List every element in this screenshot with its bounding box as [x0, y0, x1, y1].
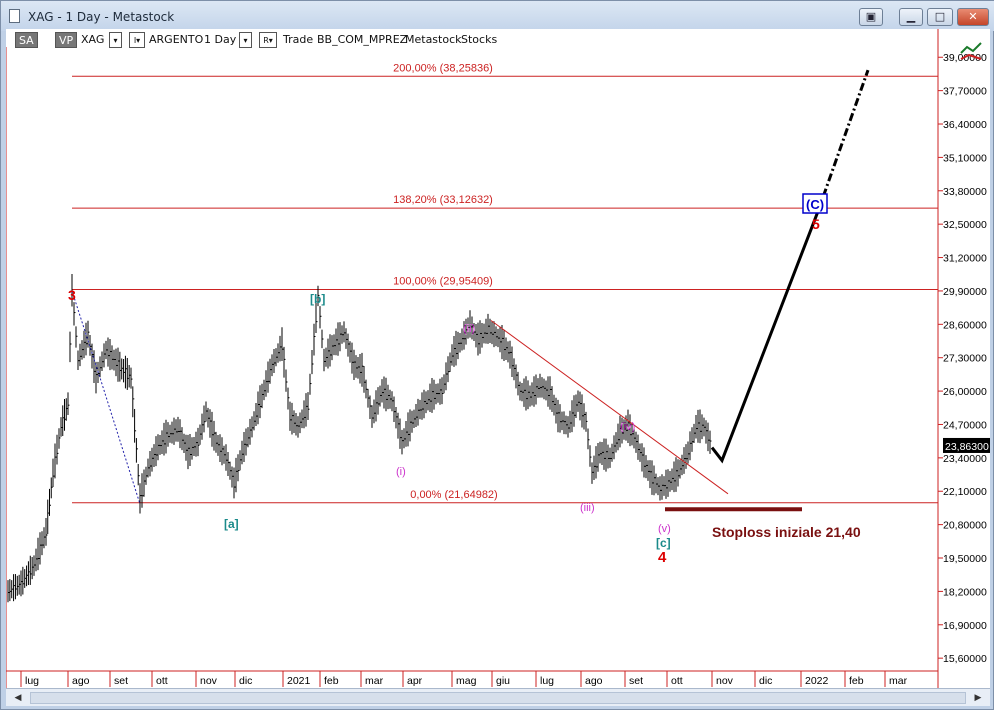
- fib-level-label: 100,00% (29,95409): [393, 276, 493, 288]
- wave-dashed-line: [71, 290, 141, 505]
- y-tick-label: 36,40000: [943, 119, 987, 131]
- y-tick-label: 24,70000: [943, 419, 987, 431]
- wave-label-ii: (ii): [463, 323, 475, 335]
- chart-tools-icon-lower: [960, 53, 982, 60]
- fib-level-label: 0,00% (21,64982): [410, 489, 497, 501]
- x-tick-label: feb: [324, 675, 339, 687]
- indicator-dropdown[interactable]: I▾: [129, 32, 145, 48]
- wave-label-5: 5: [812, 216, 820, 232]
- wave-label-3: 3: [68, 287, 76, 303]
- x-tick-label: set: [114, 675, 128, 687]
- y-tick-label: 35,10000: [943, 152, 987, 164]
- trade-label: Trade: [283, 33, 314, 46]
- category-label: Stocks: [461, 33, 498, 46]
- y-tick-label: 16,90000: [943, 620, 987, 632]
- x-tick-label: ott: [156, 675, 168, 687]
- sa-button[interactable]: SA: [15, 32, 38, 48]
- stoploss-label: Stoploss iniziale 21,40: [712, 524, 861, 540]
- chart-toolbar: SA VP XAG ▾ I▾ ARGENTO 1 Day ▾ R▾ Trade …: [7, 31, 937, 49]
- x-tick-label: nov: [716, 675, 734, 687]
- wave-label-a: [a]: [224, 517, 239, 531]
- wave-label-b: [b]: [310, 292, 325, 306]
- wave-label-4: 4: [658, 549, 667, 566]
- x-tick-label: nov: [200, 675, 218, 687]
- vp-button[interactable]: VP: [55, 32, 78, 48]
- last-price-marker: [943, 437, 990, 453]
- fib-level-label: 138,20% (33,12632): [393, 194, 493, 206]
- x-tick-label: lug: [25, 675, 39, 687]
- period-dropdown[interactable]: ▾: [239, 32, 252, 48]
- y-tick-label: 22,10000: [943, 486, 987, 498]
- x-tick-label: giu: [496, 675, 510, 687]
- last-price-label: 23,86300: [945, 441, 989, 453]
- y-tick-label: 18,20000: [943, 586, 987, 598]
- wave-label-iv: (iv): [620, 421, 635, 433]
- fib-level-label: 200,00% (38,25836): [393, 62, 493, 74]
- y-tick-label: 33,80000: [943, 186, 987, 198]
- x-tick-label: lug: [540, 675, 554, 687]
- scroll-left-arrow-icon[interactable]: ◀: [14, 693, 22, 703]
- chart-tools-icon[interactable]: [960, 42, 982, 54]
- y-tick-label: 37,70000: [943, 86, 987, 98]
- projection-line: [710, 210, 820, 464]
- y-tick-label: 29,90000: [943, 286, 987, 298]
- y-tick-label: 23,40000: [943, 453, 987, 465]
- r-dropdown[interactable]: R▾: [259, 32, 277, 48]
- wave-label-v: (v): [658, 523, 671, 535]
- x-tick-label: mag: [456, 675, 477, 687]
- scroll-right-arrow-icon[interactable]: ▶: [974, 693, 982, 703]
- x-tick-label: set: [629, 675, 643, 687]
- template-label: BB_COM_MPREZ: [317, 33, 408, 46]
- symbol-dropdown[interactable]: ▾: [109, 32, 122, 48]
- close-button[interactable]: ✕: [957, 8, 989, 26]
- minimize-button[interactable]: ▁: [899, 8, 923, 26]
- wave-label-iii: (iii): [580, 502, 595, 514]
- y-tick-label: 20,80000: [943, 520, 987, 532]
- wave-label-i: (i): [396, 466, 406, 478]
- x-tick-label: ott: [671, 675, 683, 687]
- x-tick-label: dic: [239, 675, 252, 687]
- y-tick-label: 28,60000: [943, 319, 987, 331]
- wave-label-C: (C): [806, 197, 824, 212]
- x-tick-label: mar: [889, 675, 908, 687]
- title-bar[interactable]: XAG - 1 Day - Metastock ▣ ▁ □ ✕: [1, 1, 994, 31]
- maximize-button[interactable]: □: [927, 8, 953, 26]
- price-chart[interactable]: 39,00000 37,70000 36,40000 35,10000 33,80000…: [5, 29, 990, 689]
- y-tick-label: 26,00000: [943, 386, 987, 398]
- y-tick-label: 27,30000: [943, 353, 987, 365]
- x-tick-label: mar: [365, 675, 384, 687]
- wave-label-C-box: [802, 193, 828, 214]
- horizontal-scrollbar[interactable]: ◀ ▶: [6, 688, 990, 706]
- x-tick-label: dic: [759, 675, 772, 687]
- restore-alt-button[interactable]: ▣: [859, 8, 883, 26]
- window-title: XAG - 1 Day - Metastock: [28, 10, 175, 24]
- x-tick-label: ago: [585, 675, 603, 687]
- x-tick-label: apr: [407, 675, 423, 687]
- period-label: 1 Day: [204, 33, 237, 46]
- y-tick-label: 19,50000: [943, 553, 987, 565]
- instrument-name: ARGENTO: [149, 33, 204, 46]
- y-tick-label: 32,50000: [943, 219, 987, 231]
- x-tick-label: 2022: [805, 675, 829, 687]
- chart-area[interactable]: 39,00000 37,70000 36,40000 35,10000 33,80000…: [5, 29, 990, 689]
- document-icon: [9, 9, 20, 23]
- x-tick-label: 2021: [287, 675, 311, 687]
- wave-label-c: [c]: [656, 536, 671, 550]
- x-tick-label: feb: [849, 675, 864, 687]
- x-tick-label: ago: [72, 675, 90, 687]
- trendline: [490, 320, 729, 495]
- y-tick-label: 31,20000: [943, 253, 987, 265]
- projection-dashed-line: [816, 69, 870, 212]
- y-tick-label: 39,00000: [943, 52, 987, 64]
- y-tick-label: 15,60000: [943, 653, 987, 665]
- source-label: Metastock: [405, 33, 462, 46]
- scroll-track[interactable]: [30, 692, 966, 704]
- symbol-label: XAG: [81, 33, 105, 46]
